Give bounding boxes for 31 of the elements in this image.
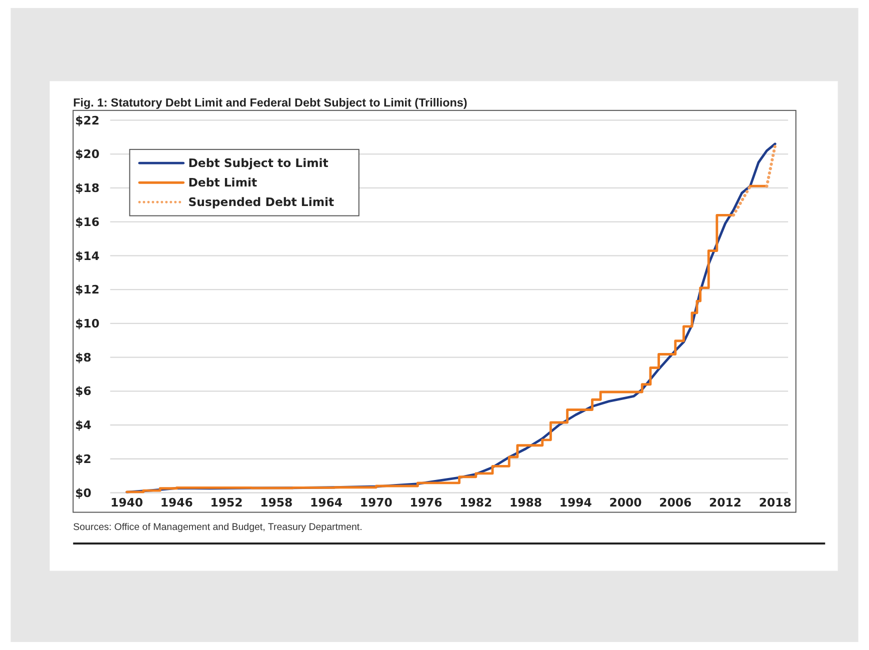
- x-tick-label: 1958: [260, 495, 293, 510]
- y-tick-label: $12: [75, 282, 100, 297]
- x-tick-label: 1964: [310, 495, 343, 510]
- legend-label: Debt Subject to Limit: [188, 156, 329, 170]
- x-tick-label: 2006: [659, 495, 692, 510]
- y-tick-label: $14: [75, 248, 100, 263]
- y-tick-label: $22: [75, 113, 100, 128]
- x-tick-label: 1988: [509, 495, 542, 510]
- x-tick-label: 1940: [110, 495, 144, 510]
- x-tick-label: 1982: [460, 495, 492, 510]
- y-tick-label: $0: [75, 486, 92, 500]
- legend-label: Debt Limit: [188, 176, 258, 190]
- x-tick-label: 1946: [160, 495, 193, 510]
- y-tick-label: $10: [75, 316, 100, 330]
- y-tick-label: $16: [75, 214, 100, 229]
- y-tick-label: $2: [75, 452, 92, 466]
- x-tick-label: 2000: [609, 495, 642, 510]
- x-tick-label: 1976: [410, 495, 442, 510]
- x-tick-label: 2018: [758, 495, 792, 510]
- y-tick-label: $8: [75, 350, 92, 364]
- chart-title: Fig. 1: Statutory Debt Limit and Federal Debt Subject to Limit (Trillions): [73, 96, 468, 110]
- x-tick-label: 2012: [708, 495, 742, 510]
- y-tick-label: $6: [75, 384, 92, 398]
- y-tick-label: $20: [75, 147, 100, 162]
- x-tick-label: 1994: [559, 495, 592, 510]
- y-tick-label: $18: [75, 181, 100, 196]
- x-tick-label: 1970: [360, 495, 392, 510]
- source-note: Sources: Office of Management and Budget, Treasury Department.: [73, 522, 362, 533]
- legend-label: Suspended Debt Limit: [188, 195, 335, 210]
- x-tick-label: 1952: [210, 495, 243, 510]
- y-tick-label: $4: [75, 418, 92, 432]
